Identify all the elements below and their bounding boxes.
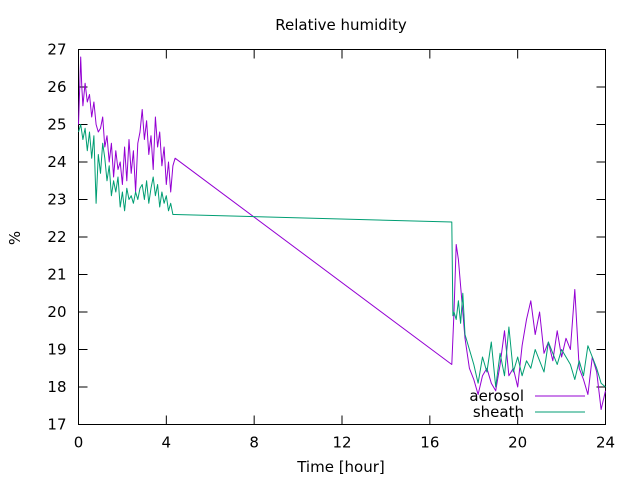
y-axis-title: % (6, 231, 24, 245)
y-tick-label: 25 (47, 116, 66, 134)
y-tick-label: 18 (47, 378, 66, 396)
x-tick-label: 16 (420, 434, 439, 452)
x-tick-label: 12 (332, 434, 351, 452)
y-tick-label: 19 (47, 341, 66, 359)
y-tick-label: 22 (47, 228, 66, 246)
series-line-sheath (78, 124, 606, 388)
plot-frame (78, 49, 606, 425)
y-tick-label: 21 (47, 266, 66, 284)
x-tick-label: 4 (162, 434, 172, 452)
chart-title: Relative humidity (275, 16, 407, 34)
x-tick-label: 8 (249, 434, 259, 452)
x-tick-label: 24 (596, 434, 615, 452)
series-layer (78, 56, 606, 410)
y-tick-label: 17 (47, 416, 66, 434)
legend-label-sheath: sheath (473, 403, 524, 421)
y-tick-label: 26 (47, 78, 66, 96)
series-line-aerosol (78, 56, 606, 410)
x-tick-label: 20 (508, 434, 527, 452)
x-tick-label: 0 (74, 434, 84, 452)
y-tick-label: 27 (47, 41, 66, 59)
y-tick-label: 23 (47, 191, 66, 209)
y-tick-label: 24 (47, 153, 66, 171)
legend-label-aerosol: aerosol (469, 387, 524, 405)
x-axis-title: Time [hour] (296, 458, 385, 476)
y-tick-label: 20 (47, 303, 66, 321)
axis-ticks: 0 4 8 12 16 20 24 17 18 19 20 21 22 23 24 25 26 27 (47, 41, 615, 452)
